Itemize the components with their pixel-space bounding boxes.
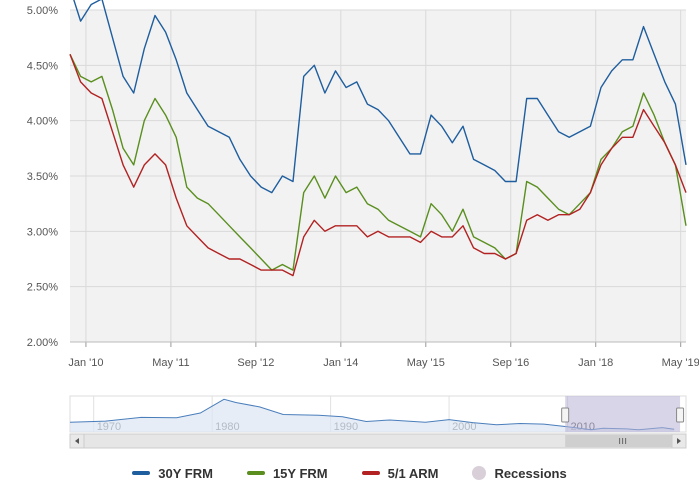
- y-tick-label: 2.50%: [27, 282, 58, 294]
- x-tick-label: May '15: [407, 357, 445, 369]
- legend-label-5-1-arm: 5/1 ARM: [387, 465, 439, 481]
- legend-swatch-30y-frm: [132, 471, 151, 475]
- y-tick-label: 4.50%: [27, 60, 58, 72]
- legend-item-15y-frm[interactable]: 15Y FRM: [246, 465, 328, 481]
- legend-label-30y-frm: 30Y FRM: [158, 465, 213, 481]
- y-tick-label: 4.00%: [27, 116, 58, 128]
- legend-item-recessions[interactable]: Recessions: [472, 465, 567, 481]
- series-line-30y-frm: [73, 0, 687, 194]
- x-tick-label: Jan '10: [68, 357, 103, 369]
- x-tick-label: Jan '18: [578, 357, 613, 369]
- legend-label-recessions: Recessions: [494, 465, 567, 481]
- legend-item-30y-frm[interactable]: 30Y FRM: [132, 466, 213, 481]
- series-line-15y-frm: [69, 53, 687, 271]
- x-tick-label: May '11: [152, 357, 189, 369]
- navigator-handle-right: [676, 407, 685, 423]
- chevron-right-icon: [677, 438, 681, 444]
- legend: 30Y FRM 15Y FRM 5/1 ARM Recessions: [0, 462, 699, 484]
- navigator[interactable]: 19701980199020002010: [0, 390, 699, 450]
- legend-swatch-15y-frm: [246, 471, 265, 475]
- legend-item-5-1-arm[interactable]: 5/1 ARM: [361, 465, 439, 481]
- x-tick-label: Jan '14: [323, 357, 358, 369]
- x-tick-label: Sep '16: [492, 357, 529, 369]
- series-line-5-1-arm: [69, 54, 687, 277]
- y-tick-label: 3.50%: [27, 171, 58, 183]
- chevron-left-icon: [75, 438, 79, 444]
- y-tick-label: 2.00%: [27, 337, 58, 349]
- legend-label-15y-frm: 15Y FRM: [272, 465, 328, 481]
- main-chart: 2.00% 2.50% 3.00% 3.50% 4.00% 4.50% 5.00% Jan '…: [27, 0, 699, 369]
- navigator-handle-left: [561, 407, 570, 423]
- x-tick-label: May '19: [662, 357, 699, 369]
- y-tick-label: 3.00%: [27, 226, 58, 238]
- y-tick-label: 5.00%: [27, 5, 58, 17]
- x-tick-label: Sep '12: [237, 357, 274, 369]
- legend-swatch-recessions: [472, 466, 487, 480]
- navigator-selection: [565, 396, 681, 432]
- legend-swatch-5-1-arm: [361, 471, 380, 475]
